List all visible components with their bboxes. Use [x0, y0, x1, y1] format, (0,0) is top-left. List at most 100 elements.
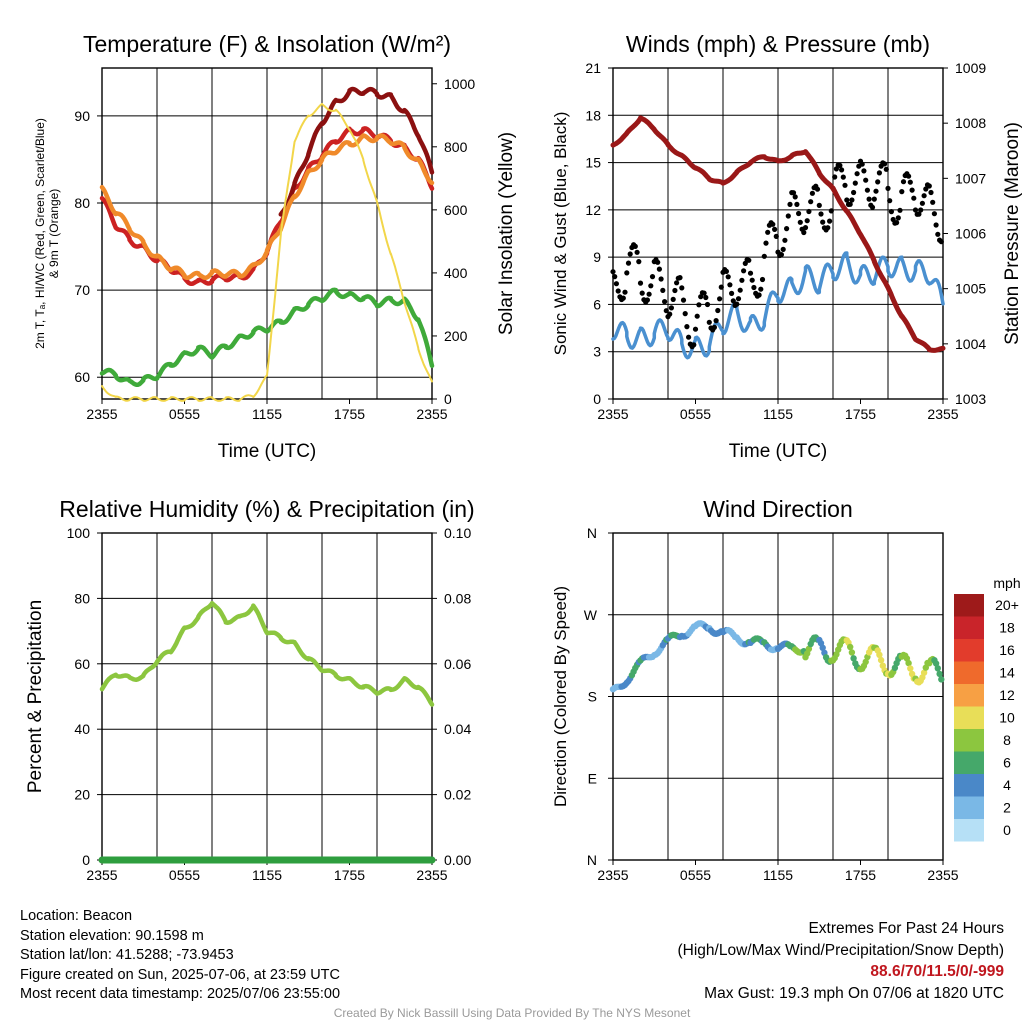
legend-swatch [954, 819, 984, 842]
wind-direction-point [905, 659, 912, 667]
left-y-tick-label: 21 [585, 60, 601, 76]
x-tick-label: 1755 [845, 867, 876, 883]
gust-point [778, 252, 785, 258]
gust-point [632, 243, 638, 249]
left-y-tick-label: 20 [74, 787, 90, 803]
left-y-tick-label: 0 [82, 852, 90, 868]
gust-point [866, 196, 872, 202]
gust-point [784, 226, 790, 232]
right-y-tick-label: 0.00 [444, 852, 471, 868]
wind-direction-point [934, 665, 941, 672]
gust-point [770, 221, 776, 227]
right-y-axis-label: Solar Insolation (Yellow) [496, 132, 517, 335]
legend-label: 20+ [995, 597, 1019, 613]
legend-label: 16 [999, 642, 1015, 658]
gust-point [790, 190, 797, 196]
gust-point [706, 319, 712, 325]
right-y-tick-label: 200 [444, 328, 468, 344]
left-y-tick-label: 60 [74, 656, 90, 672]
gust-point [682, 311, 688, 317]
gust-point [686, 334, 692, 340]
gust-point [725, 274, 731, 280]
gust-point [620, 295, 626, 301]
gust-point [863, 177, 869, 183]
gust-point [667, 311, 673, 317]
gust-point [825, 225, 831, 231]
gust-point [869, 204, 876, 210]
wind-direction-point [936, 670, 943, 678]
left-y-tick-label: N [587, 525, 597, 541]
gust-point [883, 166, 889, 172]
gust-point [717, 296, 723, 302]
wind-direction-point [932, 660, 940, 667]
gust-point [696, 302, 702, 308]
wind-direction-point [938, 676, 945, 683]
gust-point [734, 301, 740, 307]
gust-point [842, 182, 848, 188]
right-y-tick-label: 1000 [444, 76, 475, 92]
gust-point [808, 199, 814, 205]
gust-point [649, 274, 656, 280]
gust-point [729, 290, 735, 296]
gust-point [882, 161, 888, 167]
gust-point [832, 174, 838, 180]
left-y-tick-label: 15 [585, 155, 601, 171]
gust-point [930, 199, 936, 205]
wind-direction-point [876, 651, 883, 658]
gust-point [804, 218, 810, 224]
gust-point [691, 342, 697, 348]
gust-point [668, 305, 675, 311]
gust-point [747, 270, 754, 276]
x-tick-label: 2355 [86, 867, 117, 883]
gust-point [871, 196, 877, 202]
gust-point [852, 180, 858, 186]
extremes-title: Extremes For Past 24 Hours [808, 920, 1004, 937]
left-y-tick-label: 12 [585, 202, 601, 218]
gust-point [703, 294, 709, 301]
left-y-axis-label: Sonic Wind & Gust (Blue, Black) [551, 112, 570, 356]
x-tick-label: 1155 [763, 406, 793, 422]
gust-point [876, 170, 883, 176]
right-y-tick-label: 0.10 [444, 525, 471, 541]
gust-point [670, 296, 676, 302]
gust-point [918, 207, 924, 213]
gust-point [759, 276, 766, 283]
gust-point [761, 253, 767, 259]
gust-point [926, 183, 932, 189]
wind-direction-point [805, 645, 813, 652]
wind-direction-point [877, 656, 885, 664]
gust-point [912, 207, 919, 213]
gust-point [727, 282, 733, 288]
station-info: Location: Beacon Station elevation: 90.1… [20, 907, 340, 1005]
gust-point [713, 318, 719, 324]
gust-point [763, 240, 769, 246]
x-tick-label: 0555 [169, 406, 200, 422]
gust-point [765, 229, 771, 235]
gust-point [906, 173, 912, 179]
x-tick-label: 2355 [597, 406, 628, 422]
gust-point [772, 226, 778, 232]
legend-swatch [954, 594, 984, 617]
gust-point [741, 268, 747, 274]
panel-1: 2355 0555 1155 1755 2355 Temperature (F) & In… [33, 31, 517, 462]
gust-point [897, 207, 903, 213]
wind-direction-point [850, 655, 857, 662]
x-tick-label: 1155 [252, 867, 282, 883]
gust-point [921, 193, 927, 199]
left-y-tick-label: E [588, 770, 597, 786]
recent-data-text: Most recent data timestamp: 2025/07/06 2… [20, 986, 341, 1003]
gust-point [839, 167, 845, 173]
x-axis-label: Time (UTC) [218, 441, 317, 462]
legend-swatch [954, 616, 984, 639]
gust-point [899, 189, 905, 195]
gust-point [861, 168, 867, 174]
gust-point [663, 308, 669, 314]
gust-point [613, 281, 620, 287]
legend-swatch [954, 774, 984, 797]
legend-label: 6 [1003, 755, 1011, 771]
legend-label: 2 [1003, 800, 1011, 816]
gust-point [933, 222, 939, 228]
gust-point [615, 288, 621, 294]
gust-point [679, 285, 685, 291]
